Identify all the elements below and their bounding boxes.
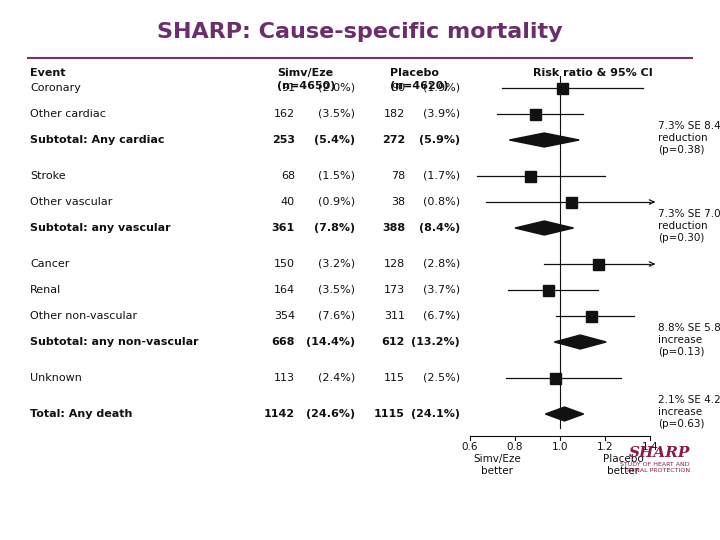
Text: (3.5%): (3.5%) (318, 285, 355, 295)
Text: (1.5%): (1.5%) (318, 171, 355, 181)
Text: Subtotal: any non-vascular: Subtotal: any non-vascular (30, 337, 199, 347)
Text: 272: 272 (382, 135, 405, 145)
Text: STUDY OF HEART AND
RENAL PROTECTION: STUDY OF HEART AND RENAL PROTECTION (621, 462, 690, 473)
Polygon shape (515, 221, 574, 235)
Text: (2.4%): (2.4%) (318, 373, 355, 383)
Text: 150: 150 (274, 259, 295, 269)
Text: Other non-vascular: Other non-vascular (30, 311, 137, 321)
Text: (3.5%): (3.5%) (318, 109, 355, 119)
Text: 361: 361 (271, 223, 295, 233)
Text: Placebo: Placebo (390, 68, 439, 78)
Text: (1.9%): (1.9%) (423, 83, 460, 93)
Text: (8.4%): (8.4%) (419, 223, 460, 233)
Text: 78: 78 (391, 171, 405, 181)
Text: 388: 388 (382, 223, 405, 233)
Text: Subtotal: Any cardiac: Subtotal: Any cardiac (30, 135, 164, 145)
Text: 164: 164 (274, 285, 295, 295)
Text: 1115: 1115 (374, 409, 405, 419)
Text: 90: 90 (391, 83, 405, 93)
Text: Subtotal: any vascular: Subtotal: any vascular (30, 223, 171, 233)
Text: 38: 38 (391, 197, 405, 207)
Polygon shape (509, 133, 579, 147)
Text: 0.8: 0.8 (507, 442, 523, 452)
Bar (586, 310, 597, 321)
Text: (24.1%): (24.1%) (411, 409, 460, 419)
Bar (526, 171, 536, 181)
Text: 162: 162 (274, 109, 295, 119)
Text: 40: 40 (281, 197, 295, 207)
Text: (3.2%): (3.2%) (318, 259, 355, 269)
Text: (5.4%): (5.4%) (314, 135, 355, 145)
Polygon shape (554, 335, 606, 349)
Text: 0.6: 0.6 (462, 442, 478, 452)
Text: Cancer: Cancer (30, 259, 69, 269)
Text: (2.8%): (2.8%) (423, 259, 460, 269)
Text: SHARP: Cause-specific mortality: SHARP: Cause-specific mortality (157, 22, 563, 42)
Text: 7.3% SE 8.4
reduction
(p=0.38): 7.3% SE 8.4 reduction (p=0.38) (658, 120, 720, 156)
Text: Other vascular: Other vascular (30, 197, 112, 207)
Text: Renal: Renal (30, 285, 61, 295)
Text: (n=4620): (n=4620) (390, 81, 449, 91)
Text: Stroke: Stroke (30, 171, 66, 181)
Text: 182: 182 (384, 109, 405, 119)
Text: 8.8% SE 5.8
increase
(p=0.13): 8.8% SE 5.8 increase (p=0.13) (658, 322, 720, 357)
Bar (550, 373, 561, 383)
Text: 115: 115 (384, 373, 405, 383)
Text: 173: 173 (384, 285, 405, 295)
Bar (530, 109, 541, 119)
Text: (3.7%): (3.7%) (423, 285, 460, 295)
Text: (2.0%): (2.0%) (318, 83, 355, 93)
Text: Risk ratio & 95% CI: Risk ratio & 95% CI (533, 68, 653, 78)
Text: (14.4%): (14.4%) (306, 337, 355, 347)
Text: 253: 253 (272, 135, 295, 145)
Text: (1.7%): (1.7%) (423, 171, 460, 181)
Text: (5.9%): (5.9%) (419, 135, 460, 145)
Text: 2.1% SE 4.2
increase
(p=0.63): 2.1% SE 4.2 increase (p=0.63) (658, 395, 720, 429)
Text: Total: Any death: Total: Any death (30, 409, 132, 419)
Text: 311: 311 (384, 311, 405, 321)
Text: (24.6%): (24.6%) (306, 409, 355, 419)
Text: (n=4650): (n=4650) (277, 81, 336, 91)
Text: (0.9%): (0.9%) (318, 197, 355, 207)
Text: Coronary: Coronary (30, 83, 81, 93)
Bar (593, 259, 604, 269)
Text: Event: Event (30, 68, 66, 78)
Text: 354: 354 (274, 311, 295, 321)
Text: Placebo
better: Placebo better (603, 454, 644, 476)
Text: 1.4: 1.4 (642, 442, 658, 452)
Text: Simv/Eze
better: Simv/Eze better (473, 454, 521, 476)
Bar (557, 83, 568, 93)
Text: 128: 128 (384, 259, 405, 269)
Text: 1.2: 1.2 (597, 442, 613, 452)
Bar (566, 197, 577, 207)
Text: (2.5%): (2.5%) (423, 373, 460, 383)
Text: (13.2%): (13.2%) (411, 337, 460, 347)
Text: 668: 668 (271, 337, 295, 347)
Text: 1142: 1142 (264, 409, 295, 419)
Text: 7.3% SE 7.0
reduction
(p=0.30): 7.3% SE 7.0 reduction (p=0.30) (658, 208, 720, 244)
Bar (544, 285, 554, 295)
Polygon shape (545, 407, 584, 421)
Text: 91: 91 (281, 83, 295, 93)
Text: Other cardiac: Other cardiac (30, 109, 106, 119)
Text: (3.9%): (3.9%) (423, 109, 460, 119)
Text: SHARP: SHARP (629, 446, 690, 460)
Text: 113: 113 (274, 373, 295, 383)
Text: 1.0: 1.0 (552, 442, 568, 452)
Text: Simv/Eze: Simv/Eze (277, 68, 333, 78)
Text: (7.6%): (7.6%) (318, 311, 355, 321)
Text: 68: 68 (281, 171, 295, 181)
Text: (0.8%): (0.8%) (423, 197, 460, 207)
Text: (7.8%): (7.8%) (314, 223, 355, 233)
Text: (6.7%): (6.7%) (423, 311, 460, 321)
Text: 612: 612 (382, 337, 405, 347)
Text: Unknown: Unknown (30, 373, 82, 383)
